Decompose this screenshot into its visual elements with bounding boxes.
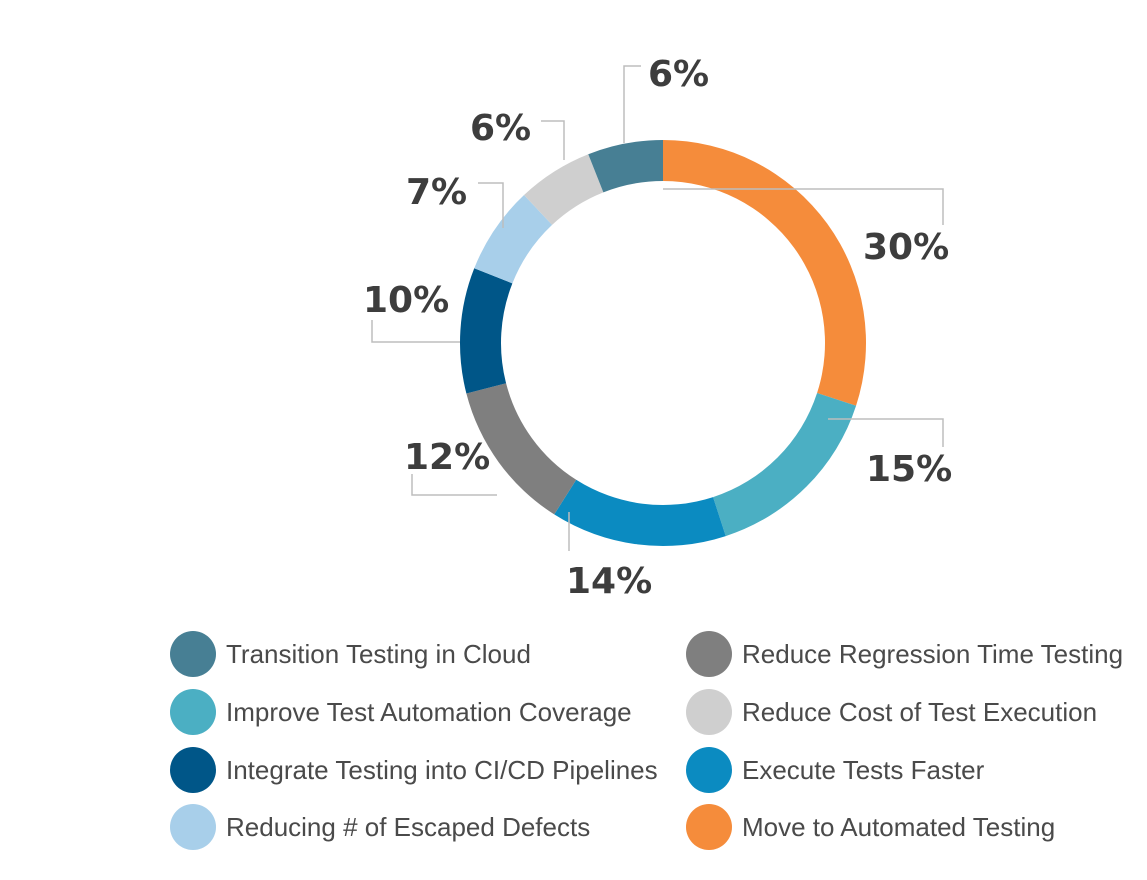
legend-label: Reduce Regression Time Testing (742, 638, 1124, 669)
legend-item-transition-testing-in-cloud: Transition Testing in Cloud (170, 631, 531, 677)
legend-swatch (170, 631, 216, 677)
legend-label: Reducing # of Escaped Defects (226, 811, 591, 842)
donut-slices (460, 140, 866, 546)
percent-label-transition-testing-in-cloud: 6% (648, 54, 709, 95)
slice-integrate-testing-into-ci-cd-pipelines (460, 268, 513, 394)
percent-labels: 30%15%14%12%10%7%6%6% (363, 54, 952, 602)
legend-swatch (686, 804, 732, 850)
legend-swatch (686, 689, 732, 735)
leader-line-reduce-cost-of-test-execution (541, 120, 565, 160)
legend-item-reduce-regression-time-testing: Reduce Regression Time Testing (686, 631, 1123, 677)
slice-improve-test-automation-coverage (713, 393, 857, 537)
legend-item-integrate-testing-into-ci-cd-pipelines: Integrate Testing into CI/CD Pipelines (170, 747, 658, 793)
leader-line-reduce-regression-time-testing (411, 474, 497, 496)
legend-item-move-to-automated-testing: Move to Automated Testing (686, 804, 1055, 850)
legend-swatch (686, 747, 732, 793)
percent-label-reduce-regression-time-testing: 12% (404, 437, 490, 478)
legend-label: Reduce Cost of Test Execution (742, 696, 1098, 727)
percent-label-move-to-automated-testing: 30% (863, 227, 949, 268)
slice-execute-tests-faster (554, 479, 726, 546)
percent-label-reducing-of-escaped-defects: 7% (406, 172, 467, 213)
leader-lines (371, 65, 944, 551)
leader-line-improve-test-automation-coverage (828, 418, 944, 447)
percent-label-integrate-testing-into-ci-cd-pipelines: 10% (363, 280, 449, 321)
legend-item-reducing-of-escaped-defects: Reducing # of Escaped Defects (170, 804, 590, 850)
leader-line-move-to-automated-testing (663, 188, 944, 225)
leader-line-transition-testing-in-cloud (623, 65, 641, 143)
legend-item-reduce-cost-of-test-execution: Reduce Cost of Test Execution (686, 689, 1097, 735)
percent-label-improve-test-automation-coverage: 15% (866, 449, 952, 490)
slice-reduce-regression-time-testing (466, 383, 577, 515)
slice-transition-testing-in-cloud (588, 140, 663, 193)
leader-line-integrate-testing-into-ci-cd-pipelines (371, 320, 460, 343)
legend-label: Transition Testing in Cloud (226, 638, 531, 669)
legend-swatch (170, 747, 216, 793)
legend-swatch (170, 804, 216, 850)
slice-move-to-automated-testing (663, 140, 866, 406)
percent-label-execute-tests-faster: 14% (566, 561, 652, 602)
slice-reduce-cost-of-test-execution (524, 154, 604, 225)
legend-label: Move to Automated Testing (742, 811, 1056, 842)
leader-line-reducing-of-escaped-defects (478, 182, 504, 228)
percent-label-reduce-cost-of-test-execution: 6% (470, 108, 531, 149)
legend-label: Integrate Testing into CI/CD Pipelines (226, 754, 658, 785)
legend-label: Improve Test Automation Coverage (226, 696, 632, 727)
legend-swatch (686, 631, 732, 677)
legend-item-execute-tests-faster: Execute Tests Faster (686, 747, 984, 793)
legend-item-improve-test-automation-coverage: Improve Test Automation Coverage (170, 689, 632, 735)
legend-swatch (170, 689, 216, 735)
legend-label: Execute Tests Faster (742, 754, 985, 785)
slice-reducing-of-escaped-defects (474, 195, 553, 284)
